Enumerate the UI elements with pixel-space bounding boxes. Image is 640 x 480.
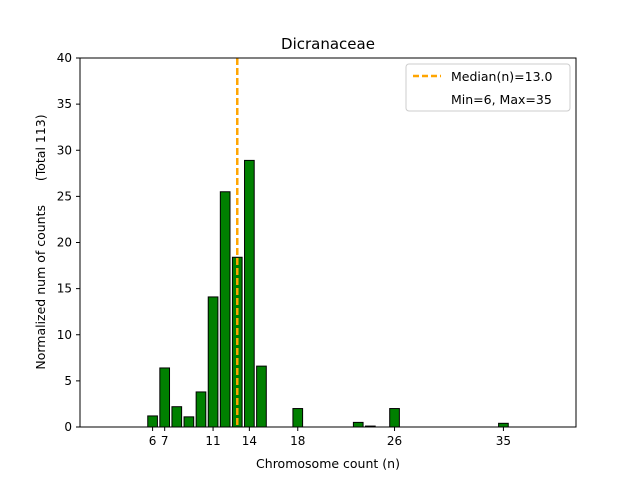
legend: Median(n)=13.0 Min=6, Max=35: [405, 63, 571, 112]
bar: [195, 391, 207, 428]
bar: [183, 416, 195, 428]
x-tick-label: 18: [290, 434, 305, 448]
y-tick-label: 35: [57, 97, 72, 111]
x-tick-label: 6: [149, 434, 157, 448]
bar: [498, 422, 509, 428]
legend-minmax-label: Min=6, Max=35: [451, 92, 552, 107]
y-tick-label: 30: [57, 143, 72, 157]
x-tick-label: 7: [161, 434, 169, 448]
x-axis-label: Chromosome count (n): [256, 456, 400, 471]
legend-box: [405, 63, 571, 112]
bars: [147, 159, 509, 428]
bar: [219, 191, 231, 428]
y-axis: 0 5 10 15 20 25 30 35 40: [57, 51, 80, 434]
y-tick-label: 0: [64, 420, 72, 434]
x-axis: 6 7 11 14 18 26 35: [149, 427, 511, 448]
bar: [352, 421, 364, 428]
bar: [159, 367, 171, 428]
bar: [389, 408, 400, 428]
y-tick-label: 40: [57, 51, 72, 65]
y-tick-label: 10: [57, 328, 72, 342]
bar: [244, 159, 255, 428]
y-tick-label: 20: [57, 236, 72, 250]
y-axis-label: Normalized num of counts (Total 113): [33, 114, 48, 369]
y-tick-label: 15: [57, 282, 72, 296]
chart-title: Dicranaceae: [281, 35, 375, 53]
bar: [207, 296, 219, 428]
bar: [292, 408, 304, 428]
x-tick-label: 11: [205, 434, 220, 448]
x-tick-label: 14: [242, 434, 257, 448]
x-tick-label: 26: [387, 434, 402, 448]
plot-frame: [79, 57, 577, 428]
y-tick-label: 25: [57, 189, 72, 203]
bar: [256, 365, 267, 428]
bar: [147, 415, 158, 428]
legend-median-label: Median(n)=13.0: [451, 69, 552, 84]
x-tick-label: 35: [496, 434, 511, 448]
bar: [171, 406, 183, 428]
y-tick-label: 5: [64, 374, 72, 388]
